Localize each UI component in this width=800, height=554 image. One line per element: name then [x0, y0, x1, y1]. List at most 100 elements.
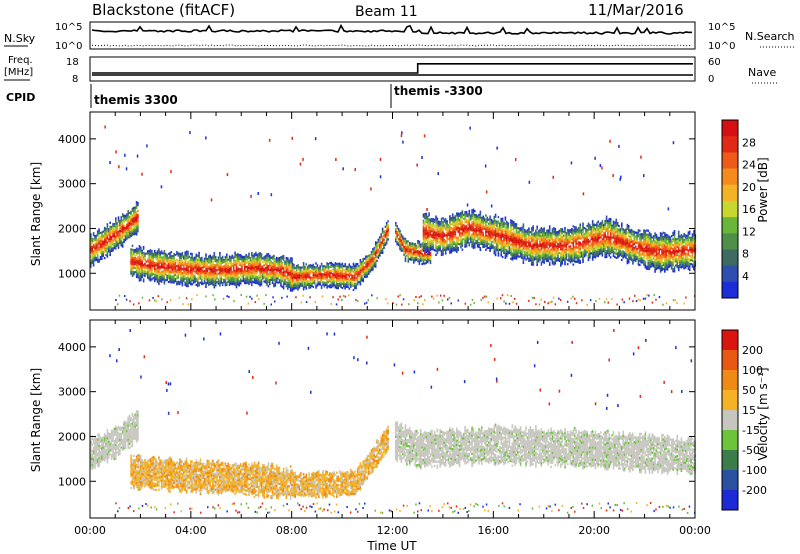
scatter-cell [345, 279, 348, 282]
scatter-cell [244, 263, 246, 266]
scatter-cell [591, 254, 594, 257]
scatter-cell [91, 261, 93, 265]
scatter-cell [167, 280, 170, 284]
scatter-cell [597, 234, 599, 237]
scatter-cell [117, 242, 120, 245]
scatter-cell [540, 233, 543, 236]
scatter-cell [410, 258, 412, 261]
scatter-cell [149, 261, 152, 264]
scatter-cell [191, 261, 193, 264]
scatter-cell [404, 239, 407, 242]
scatter-cell [171, 263, 174, 266]
scatter-cell [109, 241, 111, 244]
scatter-cell [128, 228, 131, 231]
scatter-cell [367, 264, 370, 267]
scatter-cell [479, 220, 482, 223]
scatter-cell [137, 268, 139, 271]
scatter-cell [151, 268, 153, 271]
scatter-cell [242, 274, 245, 277]
scatter-cell [319, 283, 321, 286]
scatter-cell [435, 247, 437, 250]
scatter-cell [242, 255, 245, 259]
scatter-cell [585, 254, 587, 257]
scatter-cell [400, 243, 403, 246]
scatter-cell [295, 287, 298, 290]
scatter-cell [171, 279, 174, 282]
scatter-cell [536, 251, 538, 254]
scatter-cell [453, 216, 455, 219]
scatter-cell [421, 252, 423, 255]
scatter-cell [319, 273, 321, 276]
scatter-cell [589, 228, 591, 231]
scatter-cell [458, 220, 461, 224]
scatter-cell [413, 243, 415, 246]
scatter-cell [560, 234, 562, 237]
scatter-cell [399, 233, 401, 237]
scatter-cell [576, 260, 579, 263]
scatter-cell [435, 221, 437, 224]
scatter-cell [316, 280, 319, 283]
scatter-cell [590, 246, 593, 249]
scatter-cell [227, 274, 229, 277]
scatter-cell [198, 263, 200, 267]
scatter-cell [301, 282, 303, 285]
scatter-cell [358, 273, 360, 276]
scatter-cell [478, 217, 480, 220]
scatter-cell [230, 266, 232, 269]
scatter-cell [562, 248, 565, 251]
scatter-cell [341, 272, 344, 275]
scatter-cell [454, 243, 457, 246]
scatter-cell [228, 269, 231, 272]
scatter-cell [347, 273, 349, 276]
scatter-cell [578, 261, 580, 264]
scatter-cell [95, 252, 98, 255]
scatter-cell [518, 239, 520, 242]
scatter-cell [140, 246, 142, 249]
scatter-cell [579, 237, 581, 240]
scatter-cell [557, 232, 559, 236]
scatter-cell [92, 256, 95, 259]
scatter-cell [497, 228, 500, 231]
scatter-cell [262, 275, 264, 278]
scatter-cell [475, 221, 477, 225]
scatter-cell [158, 248, 160, 251]
scatter-cell [474, 222, 476, 225]
scatter-cell [396, 241, 398, 244]
scatter-cell [123, 230, 125, 233]
scatter-cell [177, 272, 180, 275]
scatter-cell [376, 251, 378, 254]
scatter-cell [289, 271, 292, 274]
scatter-cell [264, 269, 267, 272]
scatter-cell [555, 231, 558, 234]
scatter-cell [116, 226, 118, 229]
scatter-cell [352, 262, 355, 265]
scatter-cell [511, 228, 514, 231]
scatter-cell [411, 256, 414, 259]
scatter-cell [219, 276, 221, 279]
scatter-cell [471, 227, 473, 230]
scatter-cell [601, 254, 604, 257]
scatter-cell [453, 224, 455, 227]
scatter-cell [450, 237, 453, 240]
scatter-cell [358, 265, 360, 268]
scatter-cell [115, 243, 117, 246]
scatter-cell [293, 279, 295, 283]
scatter-cell [521, 230, 523, 233]
scatter-cell [504, 230, 507, 233]
scatter-cell [478, 227, 480, 231]
scatter-cell [163, 274, 166, 277]
scatter-cell [263, 256, 265, 259]
scatter-cell [259, 284, 261, 287]
scatter-cell [239, 272, 242, 275]
scatter-cell [492, 246, 494, 249]
scatter-cell [90, 239, 92, 242]
scatter-cell [142, 270, 145, 273]
scatter-cell [338, 276, 341, 279]
scatter-cell [293, 271, 295, 274]
scatter-cell [134, 228, 136, 231]
scatter-cell [306, 273, 309, 276]
scatter-cell [345, 265, 348, 268]
scatter-cell [564, 233, 566, 236]
scatter-cell [322, 277, 324, 280]
beam-title: Beam 11 [355, 4, 418, 20]
